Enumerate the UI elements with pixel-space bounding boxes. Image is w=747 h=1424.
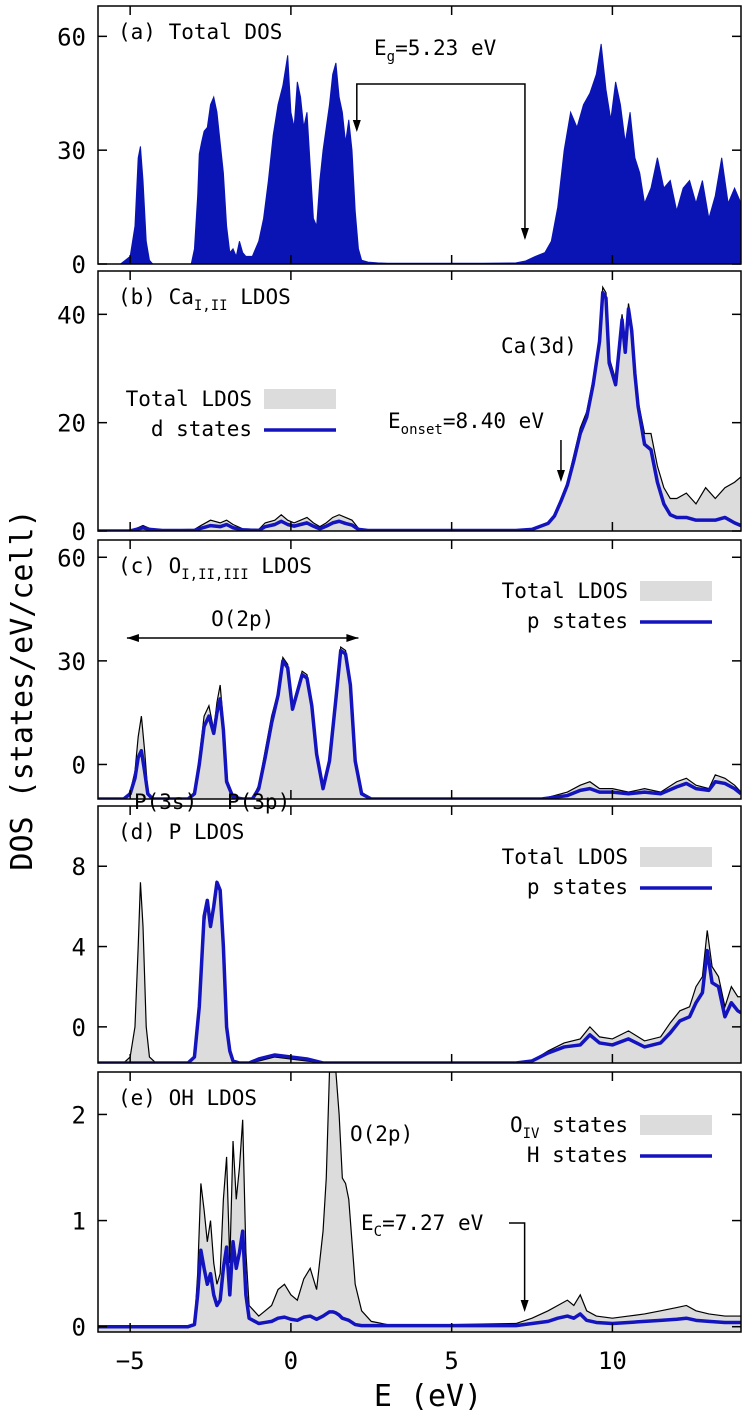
legend-swatch-total (640, 581, 712, 601)
x-tick-label: −5 (116, 1347, 145, 1375)
legend-swatch-total (264, 389, 336, 409)
panel-title: (c) OI,II,III LDOS (118, 554, 312, 583)
ec-arrow-line (509, 1222, 526, 1300)
legend-label: p states (527, 875, 628, 899)
oh-o2p-label: O(2p) (350, 1122, 413, 1146)
partial-dos-line (98, 1229, 741, 1329)
onset-arrow-head (556, 470, 565, 482)
p3s-label: P(3s) (134, 790, 197, 814)
legend-swatch-total (640, 1115, 712, 1135)
gap-arrow-head-right (520, 228, 529, 240)
y-tick-label: 30 (57, 648, 86, 676)
panel-a: 0 30 60 (a) Total DOS Eg=5.23 eV (57, 5, 742, 279)
x-axis-label: E (eV) (374, 1379, 482, 1414)
y-tick-label: 30 (57, 137, 86, 165)
ec-label: EC=7.27 eV (361, 1211, 484, 1240)
panel-title: (d) P LDOS (118, 820, 244, 844)
panel-c-frame (97, 539, 742, 800)
panel-a-frame (97, 5, 742, 265)
ec-arrow-head (520, 1300, 529, 1312)
y-tick-label: 1 (72, 1208, 86, 1236)
panel-title: (a) Total DOS (118, 20, 282, 44)
panel-c: 0 30 60 (c) OI,II,III LDOS Total LDOS p state… (57, 539, 742, 800)
legend-label: Total LDOS (502, 845, 628, 869)
total-dos-area (98, 43, 741, 264)
panel-d-frame (97, 805, 742, 1064)
x-tick-label: 10 (598, 1347, 627, 1375)
panel-title: (e) OH LDOS (118, 1086, 257, 1110)
panel-e-frame (97, 1071, 742, 1333)
legend-label: H states (527, 1143, 628, 1167)
ca-3d-label: Ca(3d) (501, 334, 577, 358)
total-ldos-line (98, 645, 741, 799)
gap-label: Eg=5.23 eV (374, 36, 497, 65)
legend-label: Total LDOS (502, 579, 628, 603)
legend-label: Total LDOS (126, 387, 252, 411)
panel-d-plot (98, 879, 741, 1063)
o2p-label: O(2p) (211, 607, 274, 631)
panel-b-frame (97, 270, 742, 532)
gap-arrow-head-left (352, 120, 361, 132)
y-tick-label: 4 (72, 934, 86, 962)
legend-label: p states (527, 609, 628, 633)
panel-title: (b) CaI,II LDOS (118, 285, 291, 314)
total-ldos-area (98, 647, 741, 799)
panel-b-plot (98, 285, 741, 531)
partial-dos-line (98, 880, 741, 1063)
y-tick-label: 2 (72, 1101, 86, 1129)
x-tick-label: 5 (444, 1347, 458, 1375)
y-tick-label: 0 (72, 1014, 86, 1042)
legend-swatch-total (640, 847, 712, 867)
o2p-arrow-head-right (346, 634, 359, 642)
total-ldos-line (98, 879, 741, 1063)
panel-e-plot (98, 1072, 741, 1332)
y-tick-label: 60 (57, 544, 86, 572)
y-axis-label: DOS (states/eV/cell) (5, 509, 40, 870)
panel-c-plot (98, 645, 741, 799)
y-tick-label: 20 (57, 410, 86, 438)
onset-label: Eonset=8.40 eV (388, 409, 544, 438)
y-tick-label: 60 (57, 23, 86, 51)
legend-label: d states (151, 417, 252, 441)
total-ldos-area (98, 287, 741, 531)
y-tick-label: 40 (57, 301, 86, 329)
y-tick-label: 0 (72, 518, 86, 546)
panel-a-plot (98, 43, 741, 264)
panel-b: 0 20 40 (b) CaI,II LDOS Total LDOS d states Ca… (57, 270, 742, 546)
partial-dos-line (98, 290, 741, 531)
total-ldos-area (98, 1072, 741, 1332)
x-tick-label: 0 (284, 1347, 298, 1375)
gap-arrow-line (356, 83, 526, 238)
partial-dos-line (98, 648, 741, 799)
y-tick-label: 0 (72, 751, 86, 779)
total-ldos-area (98, 882, 741, 1063)
p3p-label: P(3p) (227, 790, 290, 814)
y-tick-label: 0 (72, 1314, 86, 1342)
y-tick-label: 8 (72, 853, 86, 881)
o2p-arrow-head-left (126, 634, 139, 642)
legend-label: OIV states (510, 1113, 628, 1142)
y-tick-label: 0 (72, 251, 86, 279)
panel-d: 0 4 8 (d) P LDOS Total LDOS p states P(3s) P(3p… (72, 790, 742, 1064)
total-ldos-line (98, 1072, 741, 1328)
